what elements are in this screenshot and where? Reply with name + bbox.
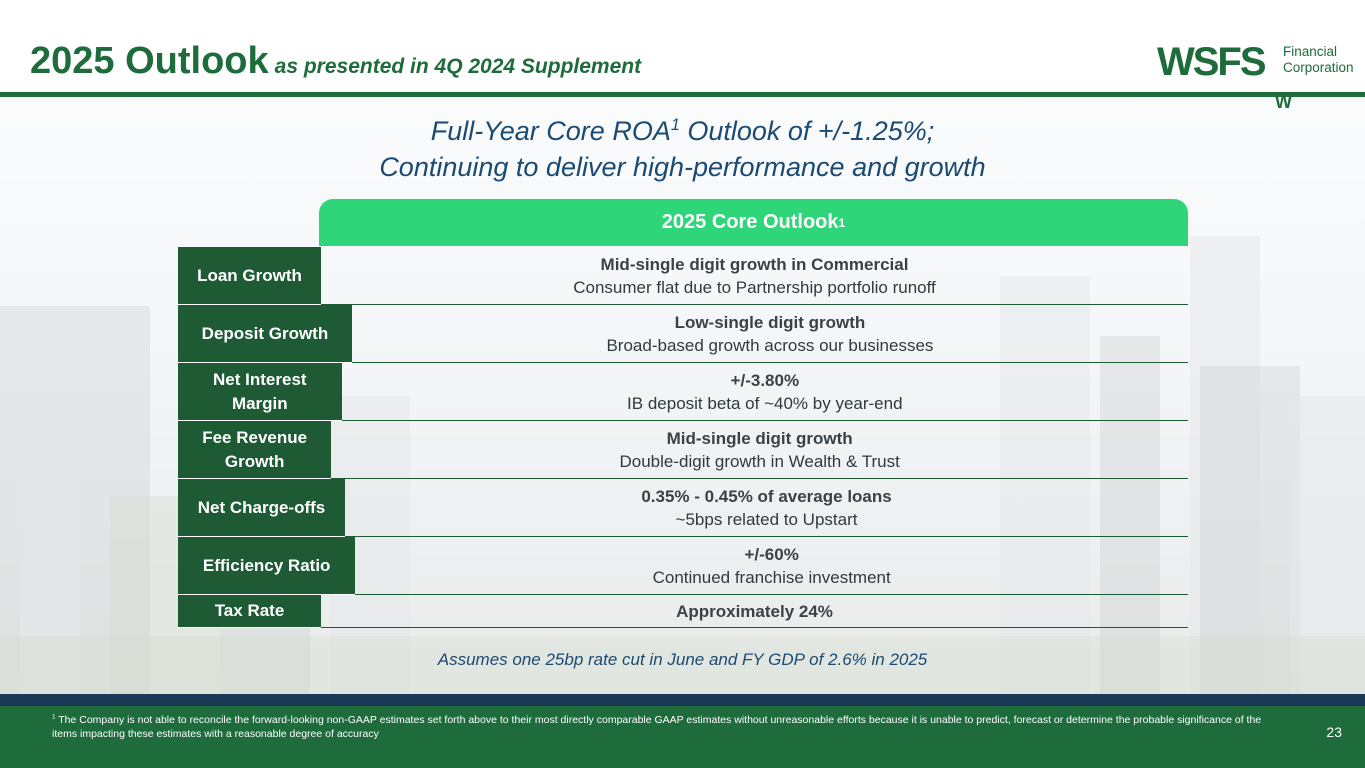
table-row: Net Interest Margin +/-3.80% IB deposit … <box>178 363 1188 421</box>
headline-line-1: Full-Year Core ROA1 Outlook of +/-1.25%; <box>0 116 1365 147</box>
outlook-table: Loan Growth Mid-single digit growth in C… <box>178 247 1188 628</box>
title-main: 2025 Outlook <box>30 40 269 82</box>
footer: 1 The Company is not able to reconcile t… <box>0 706 1365 768</box>
table-row: Deposit Growth Low-single digit growth B… <box>178 305 1188 363</box>
row-value-main: Low-single digit growth <box>674 312 866 332</box>
row-label: Net Interest Margin <box>178 363 342 421</box>
table-row: Net Charge-offs 0.35% - 0.45% of average… <box>178 479 1188 537</box>
row-value-detail: IB deposit beta of ~40% by year-end <box>627 393 903 413</box>
headline-line-2: Continuing to deliver high-performance a… <box>379 152 986 182</box>
row-label: Deposit Growth <box>178 305 352 363</box>
row-value-main: +/-60% <box>744 544 799 564</box>
footnote: 1 The Company is not able to reconcile t… <box>52 713 1282 741</box>
wsfs-logo: WSFS Financial Corporation W <box>1157 40 1354 112</box>
core-outlook-header: 2025 Core Outlook 1 <box>319 199 1188 246</box>
logo-line-2: Corporation <box>1283 60 1354 75</box>
row-label: Tax Rate <box>178 595 321 628</box>
row-label: Efficiency Ratio <box>178 537 356 595</box>
row-value-detail: ~5bps related to Upstart <box>675 509 858 529</box>
row-label: Net Charge-offs <box>178 479 346 537</box>
footer-rule <box>0 694 1365 706</box>
headline-footnote-marker: 1 <box>670 116 680 134</box>
footnote-marker: 1 <box>52 713 56 721</box>
row-value: Low-single digit growth Broad-based grow… <box>351 305 1188 363</box>
table-row: Efficiency Ratio +/-60% Continued franch… <box>178 537 1188 595</box>
table-row: Loan Growth Mid-single digit growth in C… <box>178 247 1188 305</box>
row-value-main: Mid-single digit growth <box>666 428 853 448</box>
row-label: Fee Revenue Growth <box>178 421 332 479</box>
row-label: Loan Growth <box>178 247 321 305</box>
table-row: Tax Rate Approximately 24% <box>178 595 1188 628</box>
row-value: Mid-single digit growth Double-digit gro… <box>331 421 1188 479</box>
row-value-main: 0.35% - 0.45% of average loans <box>641 486 892 506</box>
page-title: 2025 Outlook as presented in 4Q 2024 Supp… <box>30 40 641 83</box>
logo-line-1: Financial <box>1283 44 1338 59</box>
row-value: Approximately 24% <box>321 595 1188 628</box>
row-value-detail: Broad-based growth across our businesses <box>606 335 934 355</box>
title-subtitle: as presented in 4Q 2024 Supplement <box>274 55 642 78</box>
headline-prefix: Full-Year Core ROA <box>430 116 671 146</box>
row-value-main: +/-3.80% <box>730 370 800 390</box>
headline-suffix: Outlook of +/-1.25%; <box>679 116 935 146</box>
row-value: +/-60% Continued franchise investment <box>355 537 1188 595</box>
row-value: +/-3.80% IB deposit beta of ~40% by year… <box>341 363 1188 421</box>
row-value-main: Approximately 24% <box>676 601 833 621</box>
table-row: Fee Revenue Growth Mid-single digit grow… <box>178 421 1188 479</box>
logo-wordmark: WSFS <box>1157 40 1267 84</box>
assumption-note: Assumes one 25bp rate cut in June and FY… <box>437 650 928 669</box>
core-outlook-title: 2025 Core Outlook <box>661 211 839 233</box>
row-value-detail: Continued franchise investment <box>652 567 891 587</box>
logo-w-mark: W <box>1275 92 1292 112</box>
logo-tagline: Financial Corporation <box>1283 44 1354 76</box>
row-value-detail: Consumer flat due to Partnership portfol… <box>573 277 936 297</box>
row-value: 0.35% - 0.45% of average loans ~5bps rel… <box>345 479 1188 537</box>
page-number: 23 <box>1326 724 1342 740</box>
footnote-text: The Company is not able to reconcile the… <box>52 714 1262 740</box>
row-value-detail: Double-digit growth in Wealth & Trust <box>619 451 900 471</box>
row-value: Mid-single digit growth in Commercial Co… <box>321 247 1188 305</box>
header-rule <box>0 92 1365 97</box>
row-value-main: Mid-single digit growth in Commercial <box>600 254 909 274</box>
